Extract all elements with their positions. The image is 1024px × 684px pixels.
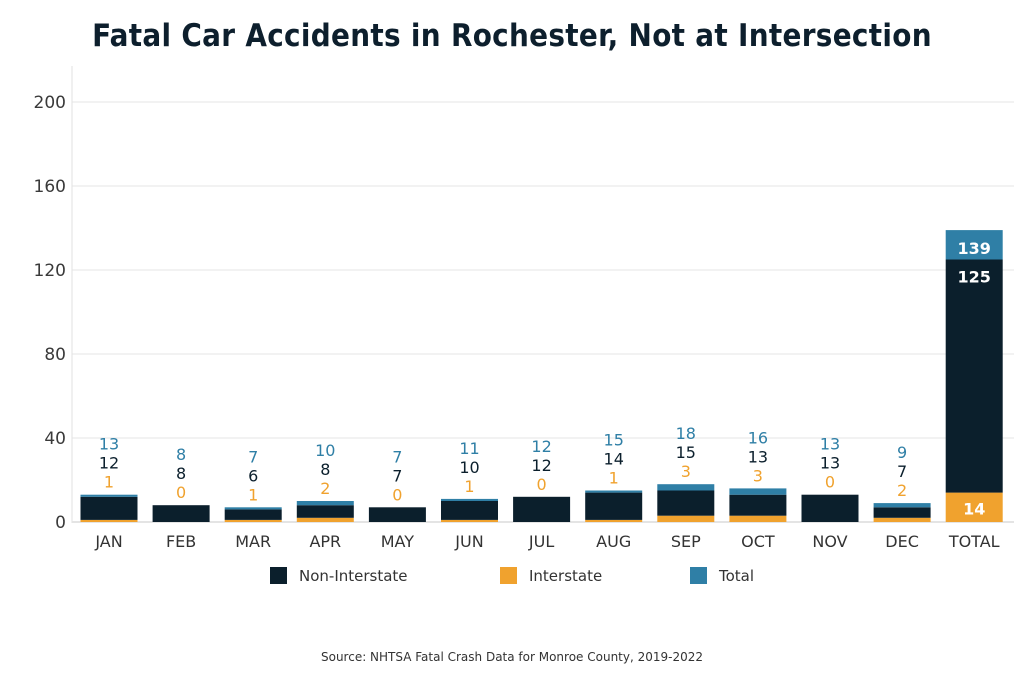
bar-interstate <box>585 519 643 522</box>
x-tick-label: DEC <box>885 532 919 551</box>
legend-swatch <box>270 567 287 584</box>
data-label-total: 15 <box>604 431 624 450</box>
legend-swatch <box>690 567 707 584</box>
y-tick-label: 40 <box>44 429 66 449</box>
data-label-interstate: 0 <box>392 485 402 504</box>
bar-non-interstate <box>513 496 571 522</box>
x-tick-label: MAY <box>381 532 415 551</box>
bar-non-interstate <box>224 509 282 520</box>
data-label-non-interstate: 15 <box>676 443 696 462</box>
data-label-interstate: 14 <box>963 499 985 518</box>
bar-non-interstate <box>296 505 354 518</box>
data-label-total: 7 <box>392 447 402 466</box>
data-label-non-interstate: 125 <box>957 268 990 287</box>
data-label-non-interstate: 12 <box>99 454 119 473</box>
x-tick-label: JUL <box>528 532 554 551</box>
data-label-total: 10 <box>315 441 335 460</box>
bar-non-interstate <box>368 507 426 522</box>
data-label-total: 11 <box>459 439 479 458</box>
x-tick-label: OCT <box>741 532 775 551</box>
x-tick-label: APR <box>309 532 341 551</box>
data-label-non-interstate: 10 <box>459 458 479 477</box>
x-tick-label: AUG <box>596 532 631 551</box>
y-tick-label: 0 <box>55 513 66 533</box>
data-label-total: 9 <box>897 443 907 462</box>
y-tick-label: 80 <box>44 345 66 365</box>
bar-non-interstate <box>801 494 859 522</box>
data-label-non-interstate: 6 <box>248 466 258 485</box>
bar-total <box>80 494 138 497</box>
data-label-interstate: 0 <box>825 473 835 492</box>
data-label-interstate: 3 <box>681 462 691 481</box>
bar-non-interstate <box>585 492 643 520</box>
data-label-non-interstate: 13 <box>748 447 768 466</box>
bar-total <box>296 501 354 506</box>
legend-label: Non-Interstate <box>299 567 408 585</box>
data-label-non-interstate: 14 <box>604 450 624 469</box>
data-label-interstate: 0 <box>537 475 547 494</box>
bar-interstate <box>729 515 787 522</box>
bar-non-interstate <box>945 259 1003 493</box>
data-label-non-interstate: 8 <box>320 460 330 479</box>
data-label-interstate: 1 <box>464 477 474 496</box>
x-tick-label: SEP <box>671 532 701 551</box>
data-label-interstate: 1 <box>104 473 114 492</box>
data-label-total: 8 <box>176 445 186 464</box>
data-label-non-interstate: 7 <box>897 462 907 481</box>
x-tick-label: TOTAL <box>948 532 1000 551</box>
bar-total <box>441 498 498 501</box>
bar-non-interstate <box>152 505 210 522</box>
data-label-interstate: 1 <box>609 469 619 488</box>
bar-non-interstate <box>441 501 498 520</box>
legend-label: Total <box>718 567 754 585</box>
bar-non-interstate <box>657 490 715 516</box>
bar-total <box>945 230 1003 260</box>
data-label-non-interstate: 7 <box>392 466 402 485</box>
data-label-interstate: 2 <box>320 479 330 498</box>
source-note: Source: NHTSA Fatal Crash Data for Monro… <box>320 650 704 664</box>
bar-non-interstate <box>873 507 931 518</box>
data-label-total: 12 <box>531 437 551 456</box>
data-label-total: 7 <box>248 447 258 466</box>
bar-interstate <box>441 519 498 522</box>
data-label-total: 139 <box>957 239 990 258</box>
data-label-interstate: 2 <box>897 481 907 500</box>
y-tick-label: 120 <box>34 261 66 281</box>
x-tick-label: MAR <box>235 532 271 551</box>
data-label-non-interstate: 12 <box>531 456 551 475</box>
data-label-non-interstate: 8 <box>176 464 186 483</box>
data-label-non-interstate: 13 <box>820 454 840 473</box>
bar-total <box>873 503 931 508</box>
x-tick-label: FEB <box>166 532 196 551</box>
data-label-total: 13 <box>99 435 119 454</box>
x-tick-label: JAN <box>94 532 122 551</box>
bar-interstate <box>296 517 354 522</box>
x-tick-label: NOV <box>812 532 847 551</box>
y-tick-label: 200 <box>34 93 66 113</box>
legend-swatch <box>500 567 517 584</box>
bar-total <box>729 488 787 495</box>
bar-interstate <box>80 519 138 522</box>
data-label-interstate: 3 <box>753 466 763 485</box>
data-label-interstate: 1 <box>248 485 258 504</box>
bar-total <box>585 490 643 493</box>
bar-interstate <box>873 517 931 522</box>
bar-total <box>657 484 715 491</box>
bar-interstate <box>657 515 715 522</box>
data-label-interstate: 0 <box>176 483 186 502</box>
bar-total <box>224 507 282 510</box>
data-label-total: 13 <box>820 435 840 454</box>
chart-title: Fatal Car Accidents in Rochester, Not at… <box>92 18 932 54</box>
data-label-total: 18 <box>676 424 696 443</box>
y-tick-label: 160 <box>34 177 66 197</box>
data-label-total: 16 <box>748 428 768 447</box>
bar-interstate <box>945 492 1003 522</box>
bar-interstate <box>224 519 282 522</box>
x-tick-label: JUN <box>454 532 483 551</box>
legend-label: Interstate <box>529 567 602 585</box>
bar-non-interstate <box>729 494 787 516</box>
bar-non-interstate <box>80 496 138 520</box>
